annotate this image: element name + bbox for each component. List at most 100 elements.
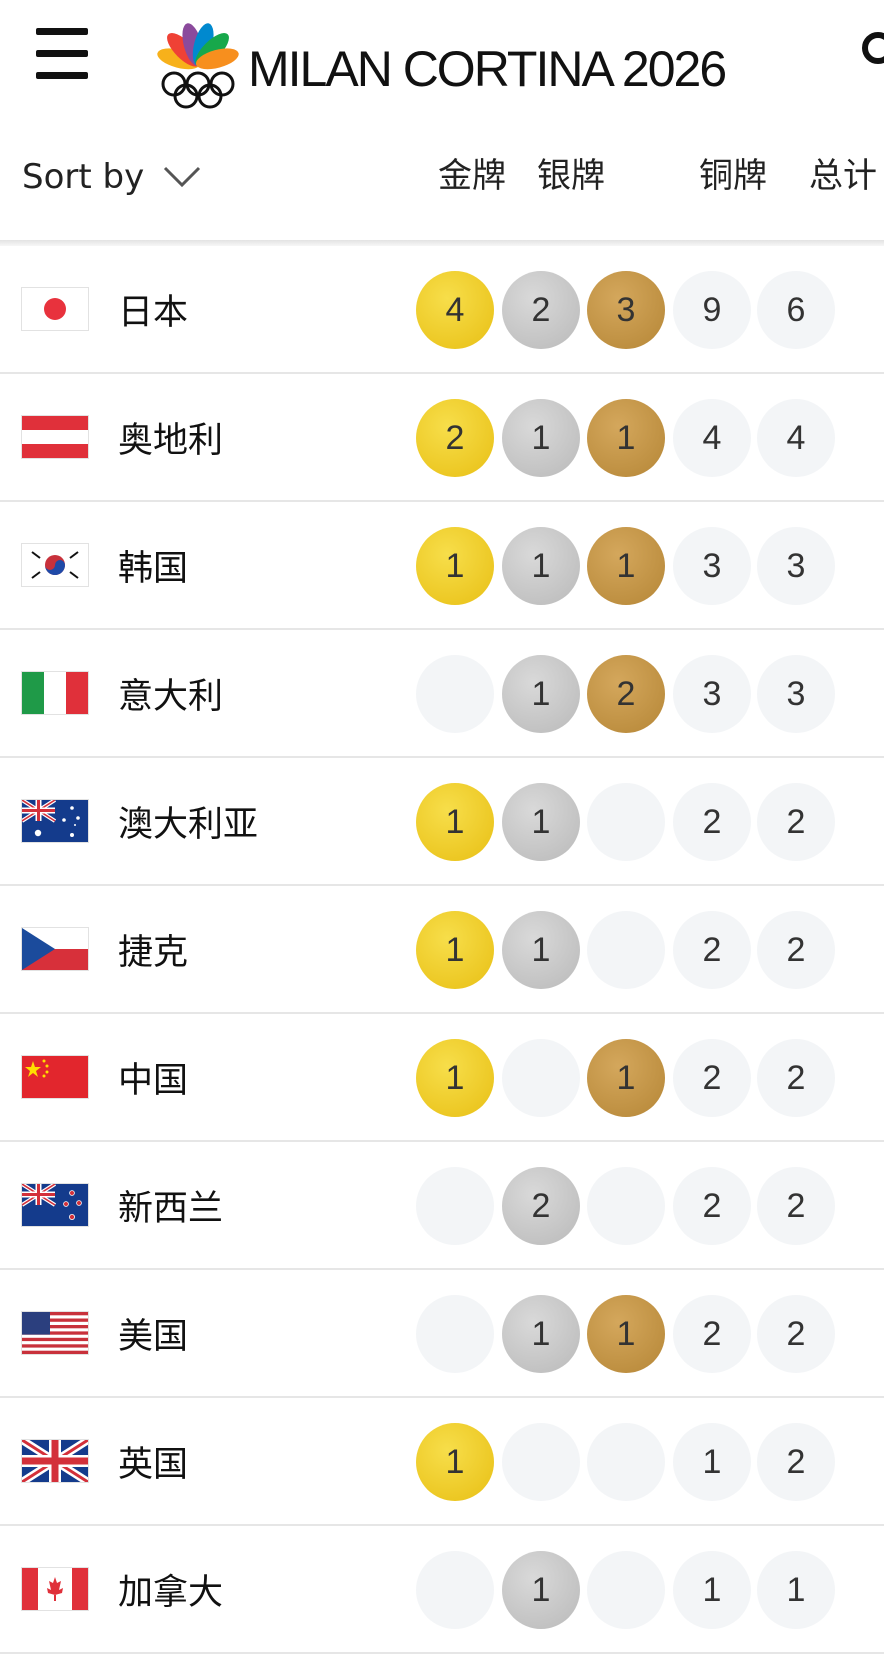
table-row[interactable]: 美国 1 1 2 2 bbox=[0, 1270, 884, 1398]
total-column-a: 2 bbox=[673, 1039, 751, 1117]
total-column-a: 9 bbox=[673, 271, 751, 349]
total-column-b: 2 bbox=[757, 1423, 835, 1501]
south-korea-flag bbox=[22, 544, 88, 586]
table-row[interactable]: 新西兰 2 2 2 bbox=[0, 1142, 884, 1270]
bronze-medal-count: 1 bbox=[587, 399, 665, 477]
logo-text: MILAN CORTINA 2026 bbox=[248, 41, 727, 97]
gold-medal-count: 2 bbox=[416, 399, 494, 477]
bronze-medal-count: 3 bbox=[587, 271, 665, 349]
silver-medal-count: 1 bbox=[502, 1551, 580, 1629]
country-name: 韩国 bbox=[118, 549, 189, 589]
milan-cortina-logo[interactable]: MILAN CORTINA 2026 bbox=[156, 18, 796, 110]
total-column-b: 3 bbox=[757, 527, 835, 605]
table-row[interactable]: 澳大利亚 1 1 2 2 bbox=[0, 758, 884, 886]
uk-flag bbox=[22, 1440, 88, 1482]
australia-flag bbox=[22, 800, 88, 842]
new-zealand-flag bbox=[22, 1184, 88, 1226]
bronze-medal-count: 1 bbox=[587, 1295, 665, 1373]
silver-medal-count: 1 bbox=[502, 1295, 580, 1373]
country-name: 英国 bbox=[118, 1445, 189, 1485]
bronze-medal-count bbox=[587, 911, 665, 989]
total-column-b: 2 bbox=[757, 783, 835, 861]
country-name: 美国 bbox=[118, 1317, 189, 1357]
silver-medal-count bbox=[502, 1039, 580, 1117]
country-name: 意大利 bbox=[118, 677, 224, 717]
gold-medal-count: 1 bbox=[416, 527, 494, 605]
bronze-medal-count: 1 bbox=[587, 527, 665, 605]
hamburger-menu-icon[interactable] bbox=[36, 26, 90, 82]
sort-by-label: Sort by bbox=[22, 157, 145, 197]
total-column-a: 2 bbox=[673, 1295, 751, 1373]
bronze-medal-count bbox=[587, 783, 665, 861]
total-column-a: 4 bbox=[673, 399, 751, 477]
table-row[interactable]: 奥地利 2 1 1 4 4 bbox=[0, 374, 884, 502]
bronze-medal-count: 2 bbox=[587, 655, 665, 733]
total-column-b: 2 bbox=[757, 1039, 835, 1117]
gold-medal-count: 1 bbox=[416, 783, 494, 861]
table-row[interactable]: 日本 4 2 3 9 6 bbox=[0, 246, 884, 374]
silver-medal-count: 1 bbox=[502, 399, 580, 477]
country-name: 捷克 bbox=[118, 933, 189, 973]
silver-medal-count bbox=[502, 1423, 580, 1501]
column-header-total[interactable]: 总计 bbox=[809, 156, 877, 196]
gold-medal-count: 1 bbox=[416, 1423, 494, 1501]
table-header: Sort by 金牌 银牌 铜牌 总计 bbox=[0, 128, 884, 240]
gold-medal-count bbox=[416, 655, 494, 733]
country-name: 澳大利亚 bbox=[118, 805, 259, 845]
country-name: 日本 bbox=[118, 293, 189, 333]
country-name: 新西兰 bbox=[118, 1189, 224, 1229]
silver-medal-count: 1 bbox=[502, 911, 580, 989]
bronze-medal-count bbox=[587, 1551, 665, 1629]
table-row[interactable]: 韩国 1 1 1 3 3 bbox=[0, 502, 884, 630]
italy-flag bbox=[22, 672, 88, 714]
silver-medal-count: 2 bbox=[502, 271, 580, 349]
gold-medal-count: 1 bbox=[416, 1039, 494, 1117]
country-name: 奥地利 bbox=[118, 421, 224, 461]
column-header-silver[interactable]: 银牌 bbox=[537, 156, 605, 196]
chevron-down-icon bbox=[164, 166, 201, 188]
table-row[interactable]: 捷克 1 1 2 2 bbox=[0, 886, 884, 1014]
total-column-a: 3 bbox=[673, 527, 751, 605]
search-icon[interactable] bbox=[858, 28, 884, 76]
total-column-b: 4 bbox=[757, 399, 835, 477]
total-column-b: 2 bbox=[757, 911, 835, 989]
total-column-b: 2 bbox=[757, 1295, 835, 1373]
total-column-a: 2 bbox=[673, 1167, 751, 1245]
austria-flag bbox=[22, 416, 88, 458]
nbc-peacock-icon bbox=[157, 23, 239, 109]
bronze-medal-count bbox=[587, 1423, 665, 1501]
table-row[interactable]: 英国 1 1 2 bbox=[0, 1398, 884, 1526]
top-bar: MILAN CORTINA 2026 bbox=[0, 0, 884, 120]
bronze-medal-count: 1 bbox=[587, 1039, 665, 1117]
china-flag bbox=[22, 1056, 88, 1098]
table-row[interactable]: 意大利 1 2 3 3 bbox=[0, 630, 884, 758]
total-column-a: 1 bbox=[673, 1551, 751, 1629]
total-column-b: 2 bbox=[757, 1167, 835, 1245]
gold-medal-count bbox=[416, 1551, 494, 1629]
silver-medal-count: 2 bbox=[502, 1167, 580, 1245]
header-divider bbox=[0, 240, 884, 246]
canada-flag bbox=[22, 1568, 88, 1610]
total-column-b: 1 bbox=[757, 1551, 835, 1629]
total-column-b: 3 bbox=[757, 655, 835, 733]
total-column-a: 3 bbox=[673, 655, 751, 733]
column-header-gold[interactable]: 金牌 bbox=[438, 156, 506, 196]
japan-flag bbox=[22, 288, 88, 330]
gold-medal-count: 4 bbox=[416, 271, 494, 349]
silver-medal-count: 1 bbox=[502, 527, 580, 605]
total-column-a: 1 bbox=[673, 1423, 751, 1501]
country-name: 加拿大 bbox=[118, 1573, 224, 1613]
gold-medal-count bbox=[416, 1295, 494, 1373]
total-column-b: 6 bbox=[757, 271, 835, 349]
table-row[interactable]: 中国 1 1 2 2 bbox=[0, 1014, 884, 1142]
table-row[interactable]: 加拿大 1 1 1 bbox=[0, 1526, 884, 1654]
sort-by-dropdown[interactable]: Sort by bbox=[22, 152, 202, 202]
country-name: 中国 bbox=[118, 1061, 189, 1101]
column-header-bronze[interactable]: 铜牌 bbox=[699, 156, 767, 196]
gold-medal-count bbox=[416, 1167, 494, 1245]
usa-flag bbox=[22, 1312, 88, 1354]
silver-medal-count: 1 bbox=[502, 655, 580, 733]
total-column-a: 2 bbox=[673, 783, 751, 861]
bronze-medal-count bbox=[587, 1167, 665, 1245]
total-column-a: 2 bbox=[673, 911, 751, 989]
